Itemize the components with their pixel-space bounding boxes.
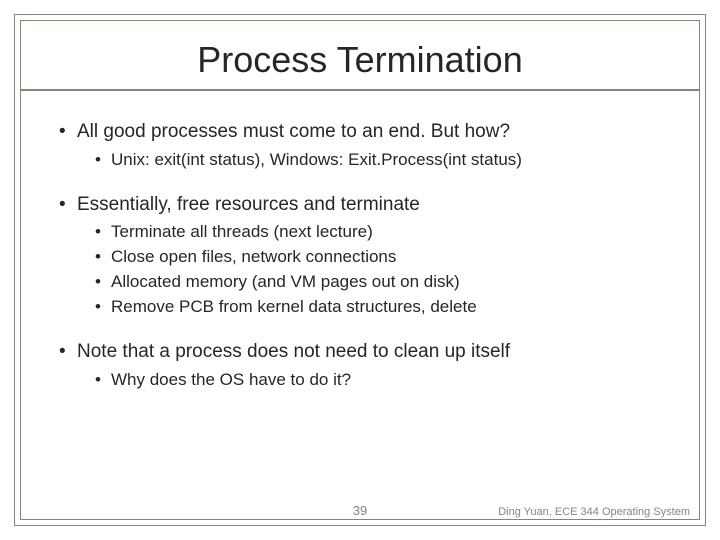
bullet-list: Essentially, free resources and terminat…: [51, 192, 669, 319]
list-item: Unix: exit(int status), Windows: Exit.Pr…: [95, 149, 669, 172]
bullet-text: Essentially, free resources and terminat…: [77, 194, 420, 215]
bullet-text: Allocated memory (and VM pages out on di…: [111, 272, 460, 291]
sub-list: Why does the OS have to do it?: [77, 369, 669, 392]
list-item: Essentially, free resources and terminat…: [59, 192, 669, 319]
slide-inner-border: Process Termination All good processes m…: [20, 20, 700, 520]
footer-attribution: Ding Yuan, ECE 344 Operating System: [498, 506, 690, 518]
slide-title: Process Termination: [51, 39, 669, 81]
sub-list: Unix: exit(int status), Windows: Exit.Pr…: [77, 149, 669, 172]
spacer: [51, 176, 669, 192]
list-item: Why does the OS have to do it?: [95, 369, 669, 392]
list-item: Allocated memory (and VM pages out on di…: [95, 271, 669, 294]
list-item: Terminate all threads (next lecture): [95, 221, 669, 244]
list-item: Close open files, network connections: [95, 246, 669, 269]
title-underline: [21, 89, 699, 91]
bullet-text: Terminate all threads (next lecture): [111, 222, 373, 241]
list-item: All good processes must come to an end. …: [59, 119, 669, 172]
bullet-text: Unix: exit(int status), Windows: Exit.Pr…: [111, 150, 522, 169]
bullet-text: Note that a process does not need to cle…: [77, 341, 510, 362]
sub-list: Terminate all threads (next lecture) Clo…: [77, 221, 669, 319]
list-item: Remove PCB from kernel data structures, …: [95, 296, 669, 319]
bullet-list: All good processes must come to an end. …: [51, 119, 669, 172]
list-item: Note that a process does not need to cle…: [59, 339, 669, 392]
bullet-text: All good processes must come to an end. …: [77, 121, 510, 142]
bullet-text: Why does the OS have to do it?: [111, 370, 351, 389]
bullet-text: Close open files, network connections: [111, 247, 396, 266]
bullet-text: Remove PCB from kernel data structures, …: [111, 297, 477, 316]
slide-outer-border: Process Termination All good processes m…: [14, 14, 706, 526]
bullet-list: Note that a process does not need to cle…: [51, 339, 669, 392]
spacer: [51, 323, 669, 339]
